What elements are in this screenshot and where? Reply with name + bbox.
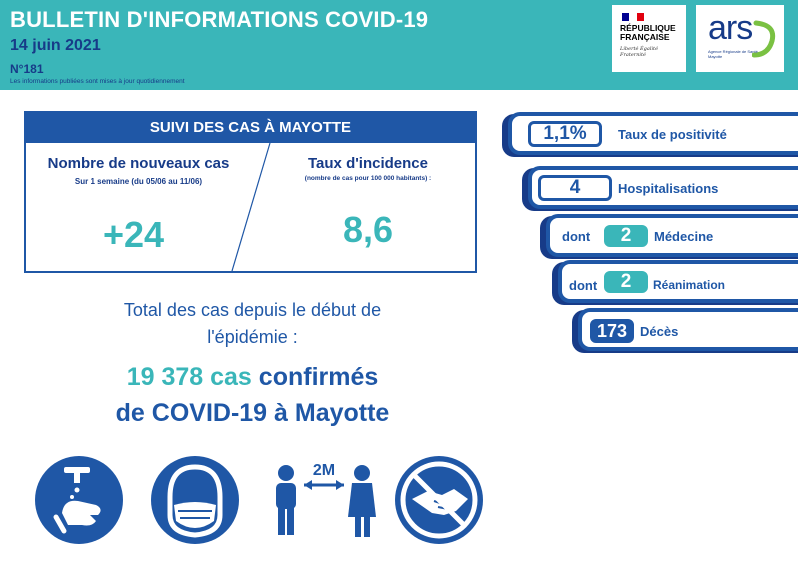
republique-francaise-logo: RÉPUBLIQUE FRANÇAISE Liberté Égalité Fra… xyxy=(612,5,686,72)
republique-name: RÉPUBLIQUE FRANÇAISE xyxy=(620,23,676,42)
reanimation-prefix: dont xyxy=(569,278,598,293)
update-note: Les informations publiées sont mises à j… xyxy=(10,78,185,85)
medecine-label: Médecine xyxy=(654,229,714,244)
republique-motto: Liberté Égalité Fraternité xyxy=(620,46,659,58)
deces-value: 173 xyxy=(590,319,634,343)
header-banner: BULLETIN D'INFORMATIONS COVID-19 14 juin… xyxy=(0,0,798,90)
medecine-card: dont 2 Médecine xyxy=(546,214,798,257)
total-intro: Total des cas depuis le début de l'épidé… xyxy=(60,297,445,351)
bulletin-title: BULLETIN D'INFORMATIONS COVID-19 xyxy=(10,7,429,32)
reanimation-card: dont 2 Réanimation xyxy=(558,260,798,303)
medecine-prefix: dont xyxy=(562,229,591,244)
new-cases-period: Sur 1 semaine (du 05/06 au 11/06) xyxy=(74,177,203,186)
incidence-title: Taux d'incidence xyxy=(308,155,428,172)
distance-label: 2M xyxy=(313,462,335,479)
hospital-value: 4 xyxy=(538,175,612,201)
total-line-1: Total des cas depuis le début de xyxy=(123,300,382,320)
confirmed-line-2: de COVID-19 à Mayotte xyxy=(115,399,390,427)
bulletin-number: N°181 xyxy=(10,62,44,76)
deces-label: Décès xyxy=(640,324,679,339)
panel-divider xyxy=(231,142,271,271)
reanimation-value: 2 xyxy=(604,271,648,293)
hand-washing-icon xyxy=(35,456,123,544)
new-cases-value: +24 xyxy=(102,214,165,255)
confirmed-word: confirmés xyxy=(258,363,379,391)
positivity-label: Taux de positivité xyxy=(618,127,727,142)
hospital-label: Hospitalisations xyxy=(618,181,719,196)
ars-subtitle: Agence Régionale de Santé Mayotte xyxy=(708,49,758,59)
hospital-card: 4 Hospitalisations xyxy=(528,166,798,209)
positivity-value: 1,1% xyxy=(528,121,602,147)
french-flag-icon xyxy=(622,13,644,21)
ars-logo: ars Agence Régionale de Santé Mayotte xyxy=(696,5,784,72)
suivi-panel: SUIVI DES CAS À MAYOTTE Nombre de nouvea… xyxy=(24,111,477,273)
reanimation-label: Réanimation xyxy=(653,278,726,292)
confirmed-cases: 19 378 cas confirmés de COVID-19 à Mayot… xyxy=(40,359,465,431)
ars-wordmark: ars xyxy=(708,9,753,47)
total-line-2: l'épidémie : xyxy=(207,327,298,347)
incidence-value: 8,6 xyxy=(342,209,394,250)
no-handshake-icon xyxy=(395,456,483,544)
bulletin-date: 14 juin 2021 xyxy=(10,37,101,54)
suivi-title: SUIVI DES CAS À MAYOTTE xyxy=(26,113,475,143)
mask-icon xyxy=(151,456,239,544)
deces-card: 173 Décès xyxy=(578,308,798,351)
distance-icon: 2M xyxy=(276,462,376,537)
incidence-unit: (nombre de cas pour 100 000 habitants) : xyxy=(304,175,432,182)
ars-swoosh-icon xyxy=(752,20,776,58)
medecine-value: 2 xyxy=(604,225,648,247)
positivity-card: 1,1% Taux de positivité xyxy=(508,112,798,155)
confirmed-count: 19 378 cas xyxy=(126,363,252,391)
new-cases-title: Nombre de nouveaux cas xyxy=(47,155,230,172)
